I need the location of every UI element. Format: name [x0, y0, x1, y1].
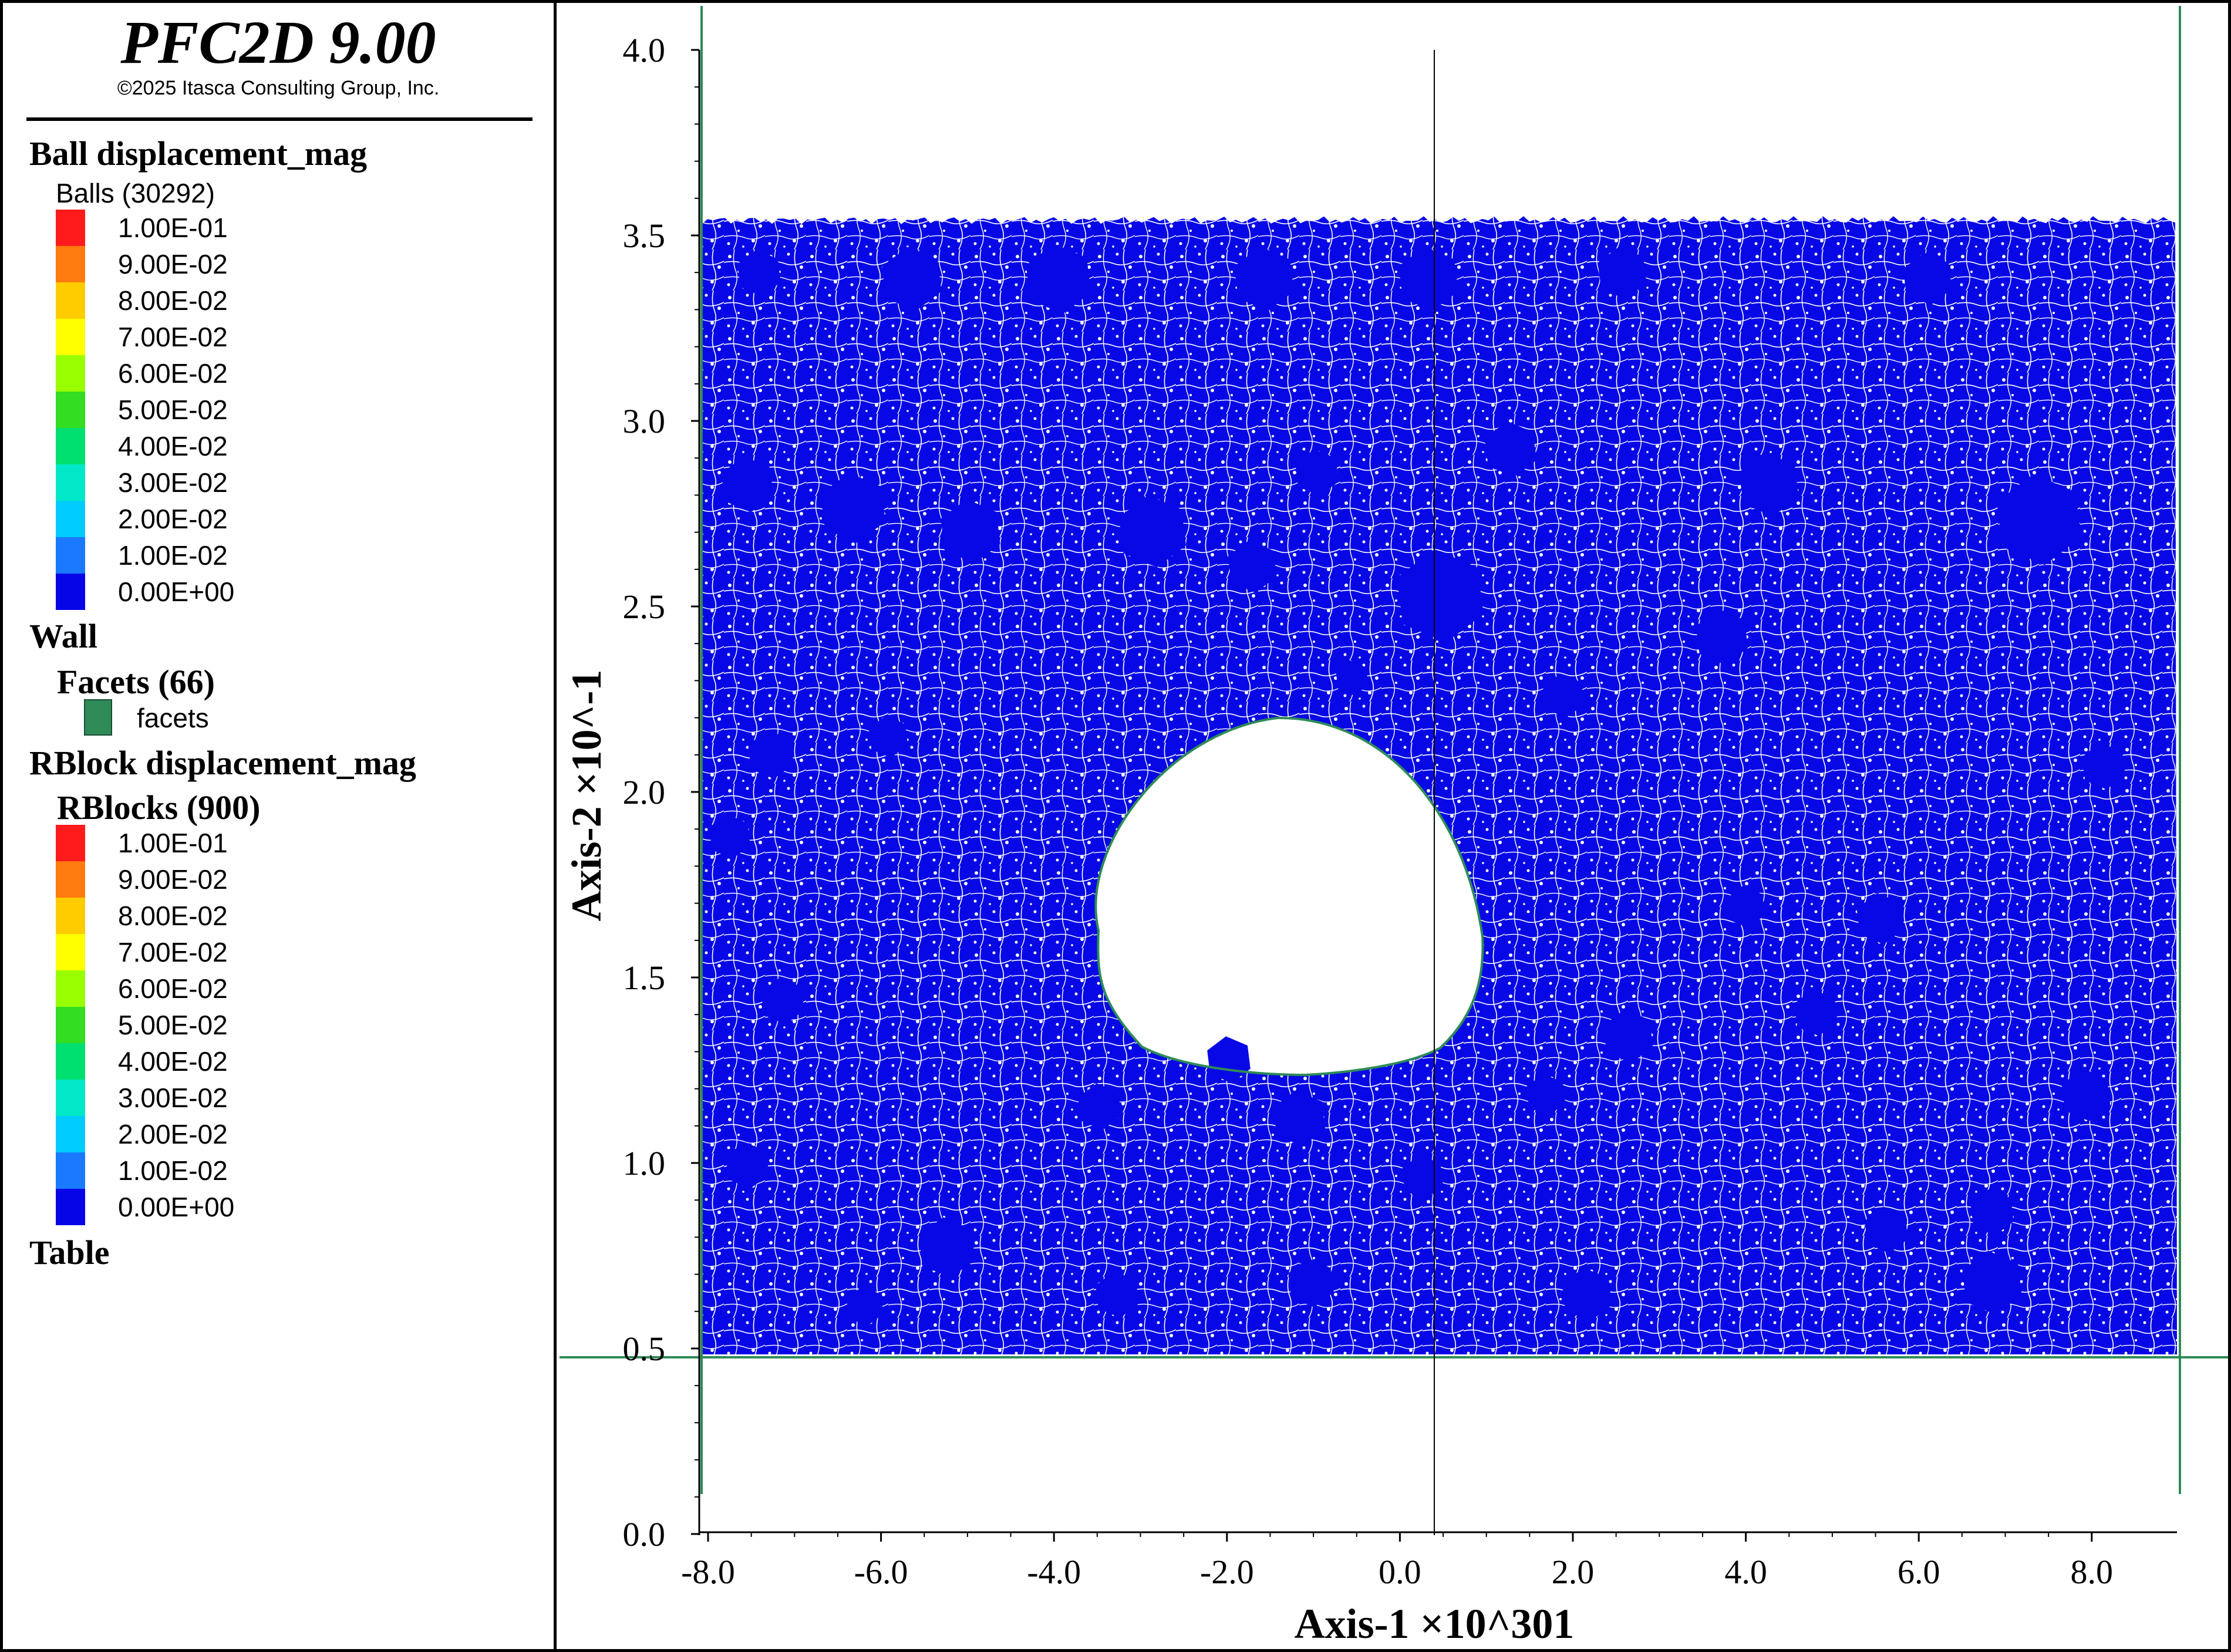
ball-scale-scale-label: 1.00E-02 — [118, 540, 228, 571]
x-tick-label: 4.0 — [1724, 1553, 1767, 1591]
wall-legend-header[interactable]: Wall — [29, 617, 98, 655]
rblock-legend-header[interactable]: RBlock displacement_mag — [29, 744, 416, 782]
ball-scale-scale-label: 4.00E-02 — [118, 431, 228, 461]
facets-color-swatch — [84, 699, 112, 736]
wall-facets — [560, 6, 2228, 1494]
ball-scale-swatch — [56, 246, 85, 282]
rblock-scale-scale-label: 7.00E-02 — [118, 937, 228, 967]
table-legend-header[interactable]: Table — [29, 1233, 110, 1272]
ball-scale-swatch — [56, 319, 85, 355]
ball-scale-swatch — [56, 574, 85, 610]
x-tick-label: 6.0 — [1898, 1553, 1940, 1591]
rblock-scale-scale-label: 0.00E+00 — [118, 1192, 235, 1222]
x-axis-title: Axis-1 ×10^301 — [1295, 1600, 1575, 1647]
y-tick-label: 0.5 — [623, 1330, 666, 1368]
ball-scale-scale-label: 0.00E+00 — [118, 576, 235, 607]
rblock-scale-scale-label: 1.00E-01 — [118, 828, 228, 858]
x-tick-label: 8.0 — [2071, 1553, 2114, 1591]
ball-scale-scale-label: 2.00E-02 — [118, 504, 228, 534]
x-tick-label: -8.0 — [681, 1553, 735, 1591]
app-title: PFC2D 9.00 — [120, 9, 436, 76]
x-tick-label: 0.0 — [1379, 1553, 1421, 1591]
y-tick-label: 1.5 — [623, 959, 666, 997]
x-tick-label: -6.0 — [854, 1553, 908, 1591]
rblock-scale-scale-label: 9.00E-02 — [118, 864, 228, 895]
rblock-scale-swatch — [56, 1189, 85, 1225]
rblock-scale-swatch — [56, 1043, 85, 1080]
rblock-scale-swatch — [56, 1080, 85, 1116]
ball-scale-swatch — [56, 210, 85, 246]
y-tick-label: 2.0 — [623, 773, 666, 811]
rblock-scale-scale-label: 3.00E-02 — [118, 1083, 228, 1113]
ball-scale-scale-label: 9.00E-02 — [118, 249, 228, 279]
ball-scale-scale-label: 1.00E-01 — [118, 213, 228, 243]
x-tick-label: -4.0 — [1027, 1553, 1081, 1591]
ball-scale-swatch — [56, 392, 85, 428]
rblocks-count-label[interactable]: RBlocks (900) — [57, 788, 261, 827]
ball-scale-swatch — [56, 355, 85, 392]
y-tick-label: 0.0 — [623, 1515, 666, 1553]
ball-scale-swatch — [56, 282, 85, 319]
legend-panel: PFC2D 9.00 ©2025 Itasca Consulting Group… — [3, 3, 557, 1649]
facets-count-label[interactable]: Facets (66) — [57, 663, 215, 701]
rblock-scale-swatch — [56, 898, 85, 934]
ball-scale-scale-label: 3.00E-02 — [118, 467, 228, 498]
model-view[interactable]: 4.0 3.5 3.0 2.5 2.0 1.5 1.0 0.5 0.0 -8.0 -6.0 -4.0 -… — [560, 3, 2228, 1649]
y-axis-title: Axis-2 ×10^-1 — [563, 670, 610, 922]
rblock-scale-swatch — [56, 861, 85, 898]
rblock-scale-scale-label: 1.00E-02 — [118, 1155, 228, 1186]
ball-scale-scale-label: 6.00E-02 — [118, 358, 228, 389]
rblock-scale-scale-label: 2.00E-02 — [118, 1119, 228, 1149]
y-tick-label: 4.0 — [623, 31, 666, 69]
model-canvas[interactable]: 4.0 3.5 3.0 2.5 2.0 1.5 1.0 0.5 0.0 -8.0 -6.0 -4.0 -… — [560, 3, 2228, 1649]
rblock-scale-scale-label: 6.00E-02 — [118, 973, 228, 1004]
y-tick-label: 2.5 — [623, 588, 666, 626]
ball-scale-swatch — [56, 464, 85, 501]
rblock-scale-scale-label: 5.00E-02 — [118, 1010, 228, 1040]
ball-scale-scale-label: 5.00E-02 — [118, 395, 228, 425]
ball-legend-header[interactable]: Ball displacement_mag — [29, 134, 368, 173]
rblock-scale-scale-label: 4.00E-02 — [118, 1046, 228, 1077]
rblock-scale-swatch — [56, 970, 85, 1007]
ball-scale-scale-label: 8.00E-02 — [118, 285, 228, 316]
x-tick-label: -2.0 — [1200, 1553, 1254, 1591]
y-tick-label: 3.5 — [623, 217, 666, 255]
ball-scale-swatch — [56, 537, 85, 574]
rblock-scale-swatch — [56, 1152, 85, 1189]
balls-count-label[interactable]: Balls (30292) — [56, 178, 215, 208]
y-tick-label: 3.0 — [623, 402, 666, 440]
ball-scale-scale-label: 7.00E-02 — [118, 322, 228, 352]
facets-item-label: facets — [137, 703, 209, 733]
axes: 4.0 3.5 3.0 2.5 2.0 1.5 1.0 0.5 0.0 -8.0 -6.0 -4.0 -… — [563, 31, 2177, 1647]
ball-scale-swatch — [56, 428, 85, 464]
ball-scale-swatch — [56, 501, 85, 537]
rblock-scale-scale-label: 8.00E-02 — [118, 901, 228, 931]
title-divider — [26, 117, 533, 121]
copyright-text: ©2025 Itasca Consulting Group, Inc. — [117, 77, 440, 99]
rblock-scale-swatch — [56, 825, 85, 861]
rblock-scale-swatch — [56, 934, 85, 970]
rblock-scale-swatch — [56, 1007, 85, 1043]
y-tick-label: 1.0 — [623, 1144, 666, 1182]
rblock-scale-swatch — [56, 1116, 85, 1152]
x-tick-label: 2.0 — [1552, 1553, 1595, 1591]
ball-assembly — [702, 216, 2177, 1355]
